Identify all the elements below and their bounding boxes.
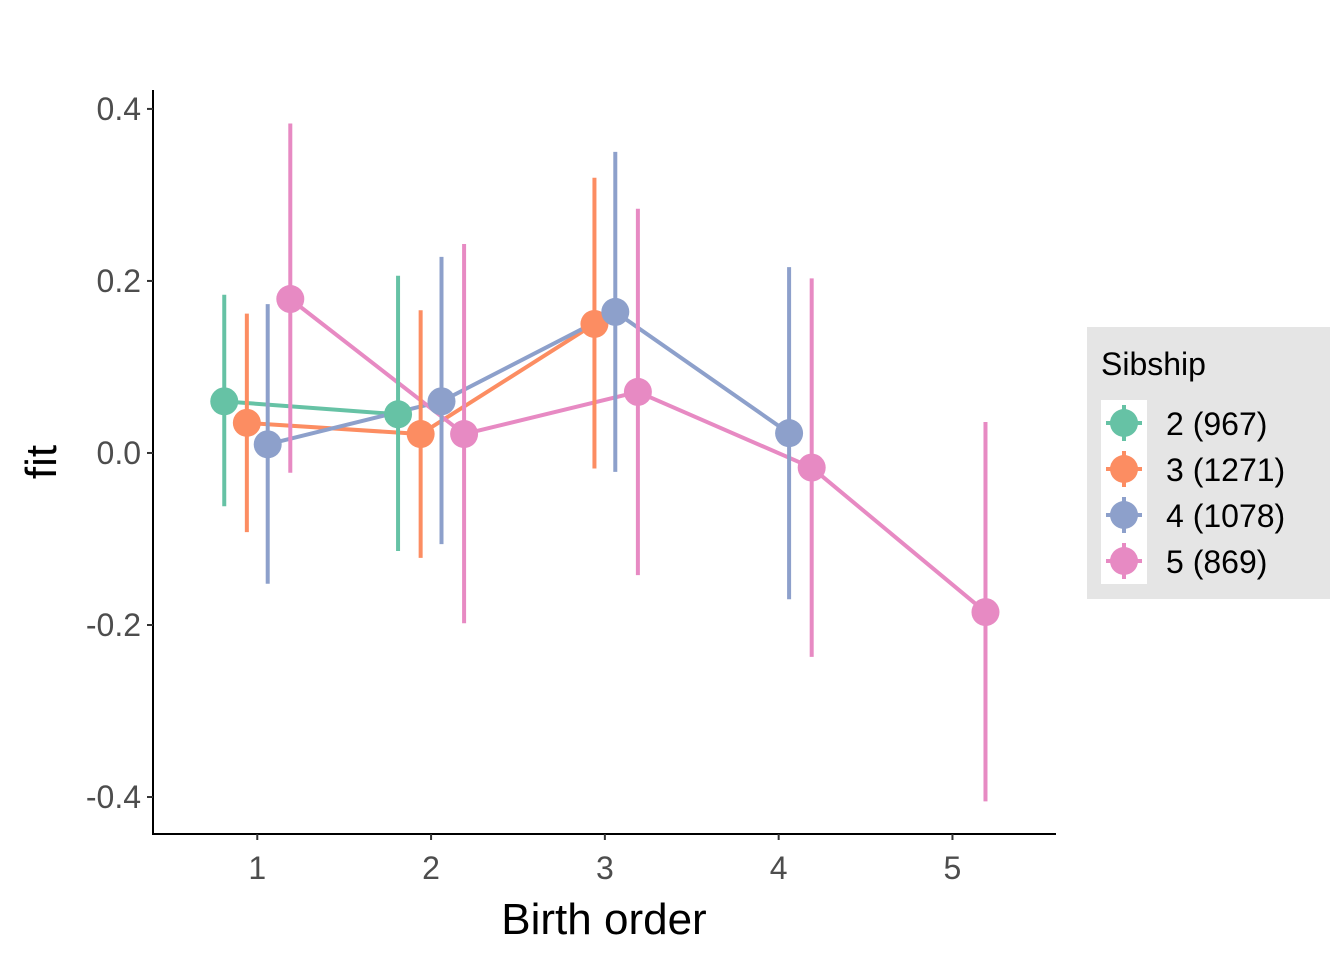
legend-item: 5 (869) xyxy=(1106,543,1267,580)
x-ticks: 1 2 3 4 5 xyxy=(248,834,961,886)
legend-key-point xyxy=(1110,501,1138,529)
y-tick-label: -0.2 xyxy=(86,607,141,643)
data-point xyxy=(601,297,630,326)
data-point xyxy=(232,408,261,437)
legend: Sibship 2 (967) 3 (1271) 4 (1078) 5 (869) xyxy=(1087,327,1330,599)
x-tick-label: 3 xyxy=(596,850,614,886)
legend-label: 4 (1078) xyxy=(1166,498,1285,534)
legend-key-point xyxy=(1110,409,1138,437)
x-tick-label: 1 xyxy=(248,850,266,886)
data-point xyxy=(210,387,239,416)
axes xyxy=(152,90,1056,835)
data-point xyxy=(276,285,305,314)
legend-key-point xyxy=(1110,455,1138,483)
series-line-3 xyxy=(267,309,791,447)
data-point xyxy=(623,377,652,406)
data-point xyxy=(384,400,413,429)
series-line-1 xyxy=(224,399,399,417)
legend-title: Sibship xyxy=(1101,346,1206,382)
data-point xyxy=(580,309,609,338)
legend-item: 2 (967) xyxy=(1106,405,1267,442)
y-tick-label: 0.4 xyxy=(97,91,141,127)
data-point xyxy=(797,453,826,482)
x-tick-label: 2 xyxy=(422,850,440,886)
data-point xyxy=(406,420,435,449)
data-point xyxy=(775,419,804,448)
legend-item: 3 (1271) xyxy=(1106,451,1285,488)
plot-area xyxy=(210,123,1000,802)
data-point xyxy=(450,420,479,449)
points xyxy=(210,285,1000,627)
y-axis-title: fit xyxy=(17,445,66,479)
legend-label: 5 (869) xyxy=(1166,544,1267,580)
x-axis-title: Birth order xyxy=(501,895,706,944)
y-tick-label: 0.2 xyxy=(97,263,141,299)
series-lines xyxy=(224,297,987,614)
y-tick-label: 0.0 xyxy=(97,435,141,471)
legend-label: 2 (967) xyxy=(1166,406,1267,442)
legend-key-point xyxy=(1110,547,1138,575)
legend-label: 3 (1271) xyxy=(1166,452,1285,488)
data-point xyxy=(427,387,456,416)
y-tick-label: -0.4 xyxy=(86,779,141,815)
legend-item: 4 (1078) xyxy=(1106,497,1285,534)
y-ticks: 0.4 0.2 0.0 -0.2 -0.4 xyxy=(86,91,153,815)
x-tick-label: 4 xyxy=(770,850,788,886)
data-point xyxy=(971,598,1000,627)
data-point xyxy=(253,430,282,459)
x-tick-label: 5 xyxy=(944,850,962,886)
error-bars xyxy=(222,123,988,802)
